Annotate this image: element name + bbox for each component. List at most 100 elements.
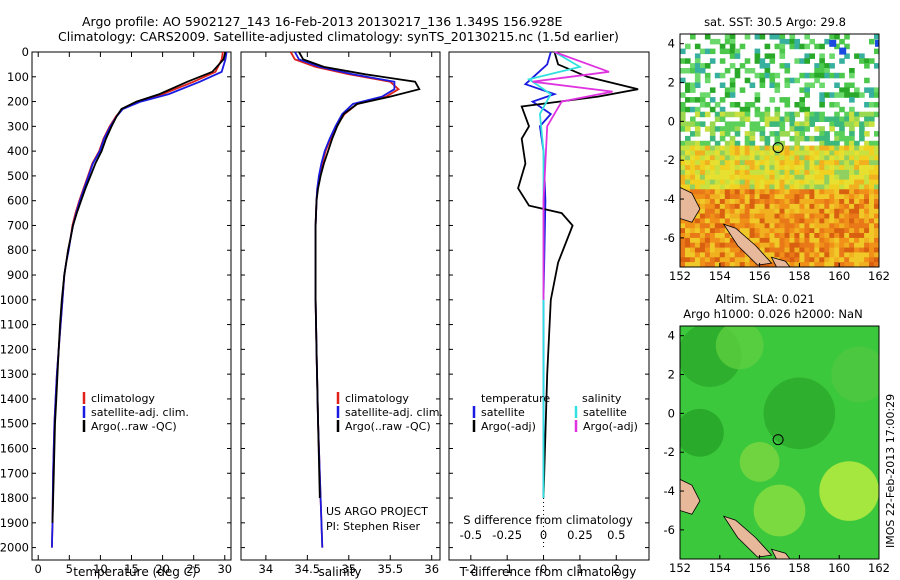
sst-cell [739, 87, 746, 93]
sst-cell [814, 247, 820, 254]
sst-cell [719, 169, 726, 176]
sst-cell [859, 58, 865, 64]
sst-cell [784, 228, 791, 234]
sst-cell [754, 203, 761, 210]
sst-cell [824, 242, 830, 249]
sla-blob [680, 408, 724, 457]
map-x-tick-label: 162 [868, 561, 890, 575]
sst-cell [769, 155, 776, 161]
sst-cell [809, 165, 815, 171]
sst-cell [789, 194, 796, 200]
sst-cell [714, 199, 721, 205]
sst-cell [744, 116, 751, 122]
map-y-tick-label: 2 [668, 76, 675, 90]
sst-cell [829, 92, 835, 98]
sst-cell [719, 135, 726, 142]
sst-cell [764, 72, 771, 79]
sst-cell [699, 189, 706, 195]
sst-cell [764, 53, 771, 59]
sst-cell [869, 174, 875, 181]
sst-cell [869, 237, 875, 244]
sst-cell [724, 203, 731, 210]
sst-cell [714, 126, 721, 132]
sst-cell [839, 58, 845, 64]
sst-cell [829, 223, 835, 229]
sst-cell [734, 48, 741, 55]
difference-x2label: S difference from climatology [463, 513, 633, 527]
sst-cell [759, 165, 766, 171]
sst-cell [839, 262, 845, 267]
sst-cell [864, 77, 870, 84]
sst-cell [774, 131, 781, 137]
sst-cell [744, 131, 751, 137]
sst-cell [839, 218, 845, 224]
land-outline [722, 515, 773, 558]
sst-cell [764, 237, 771, 244]
sst-cell [764, 160, 771, 166]
sst-cell [789, 38, 796, 45]
sst-cell [764, 140, 771, 147]
sst-cell [739, 116, 746, 122]
sst-cell [734, 174, 741, 181]
sst-cell [839, 165, 845, 171]
sst-cell [749, 82, 756, 88]
sst-cell [690, 87, 696, 93]
sst-cell [685, 257, 691, 263]
sst-cell [844, 184, 850, 190]
sst-cell [699, 165, 706, 171]
sst-cell [774, 223, 781, 229]
sst-cell [854, 208, 860, 215]
sst-cell [874, 262, 879, 267]
sst-cell [704, 252, 711, 258]
sst-cell [789, 184, 796, 190]
sst-cell [844, 218, 850, 224]
sst-cell [849, 208, 855, 215]
sst-cell [779, 43, 786, 50]
sst-cell [799, 165, 805, 171]
sst-cell [834, 82, 840, 88]
sst-cell [754, 174, 761, 181]
sst-cell [764, 179, 771, 186]
sst-cell [849, 233, 855, 239]
sst-cell [759, 63, 766, 69]
sst-cell [685, 145, 691, 152]
sst-cell [680, 111, 686, 118]
y-tick-label: 1200 [0, 342, 29, 356]
sst-cell [809, 194, 815, 200]
sst-cell [694, 179, 701, 186]
sst-cell [734, 208, 741, 215]
sst-cell [754, 218, 761, 224]
sst-cell [680, 233, 686, 239]
sst-cell [854, 53, 860, 59]
sst-cell [714, 252, 721, 258]
sst-cell [854, 223, 860, 229]
sst-cell [824, 213, 830, 220]
sst-cell [759, 34, 766, 40]
sst-cell [724, 189, 731, 195]
map-x-tick-label: 160 [828, 561, 850, 575]
sst-cell [714, 247, 721, 254]
sst-cell [704, 165, 711, 171]
sst-cell [844, 160, 850, 166]
sst-cell [794, 228, 800, 234]
sst-cell [759, 77, 766, 84]
sst-cell [864, 199, 870, 205]
sst-cell [734, 218, 741, 224]
sst-cell [794, 165, 800, 171]
sst-cell [724, 48, 731, 55]
sst-cell [814, 233, 820, 239]
sst-cell [854, 199, 860, 205]
sst-cell [729, 111, 736, 118]
temperature-xlabel: temperature (deg C) [73, 565, 196, 579]
sst-cell [759, 116, 766, 122]
sst-cell [694, 58, 701, 64]
sst-cell [859, 223, 865, 229]
sst-cell [694, 257, 701, 263]
sst-cell [874, 199, 879, 205]
sst-cell [819, 145, 825, 152]
sst-cell [709, 48, 716, 55]
sst-cell [839, 174, 845, 181]
legend-label-s-argo: Argo(-adj) [583, 420, 638, 433]
sst-cell [779, 203, 786, 210]
sst-cell [864, 262, 870, 267]
